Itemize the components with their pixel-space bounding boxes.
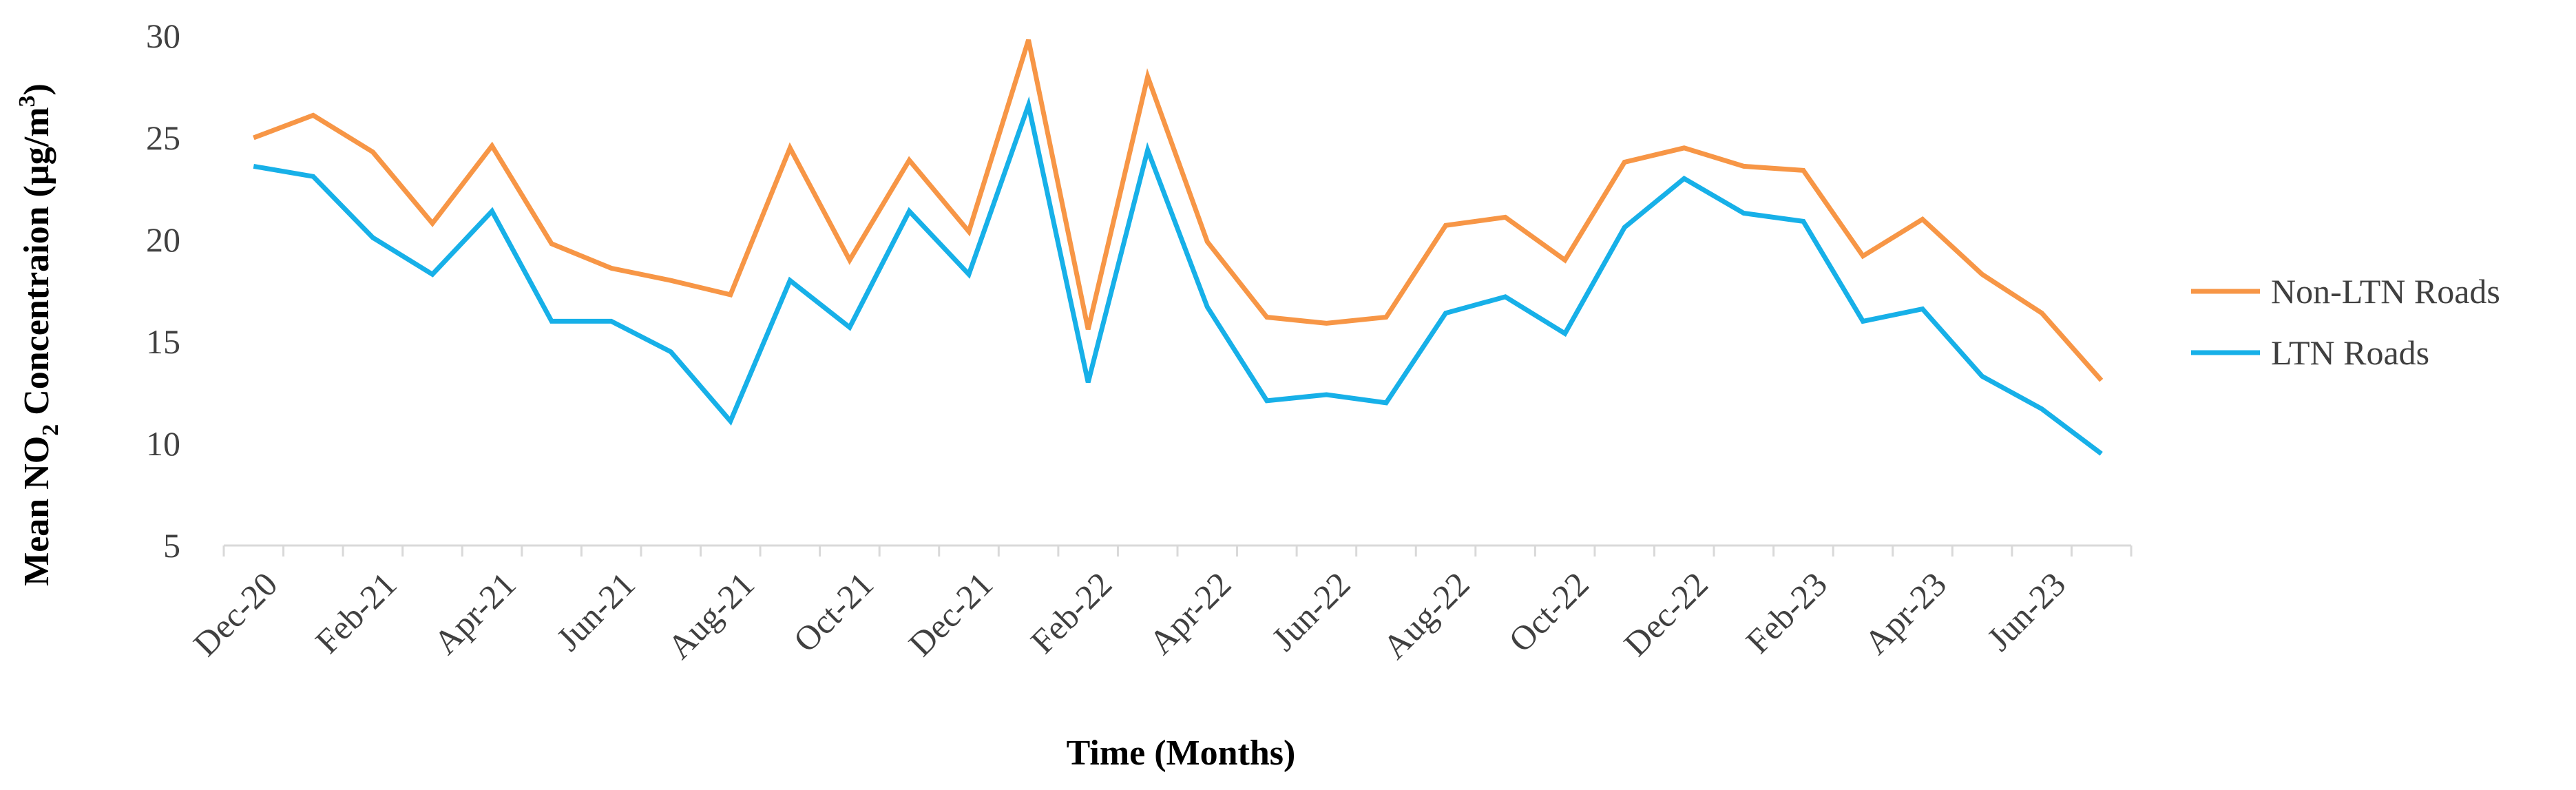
- x-tick-label: Jun-23: [1980, 565, 2073, 658]
- axes: [222, 544, 2133, 557]
- x-tick-label: Jun-22: [1264, 565, 1358, 658]
- y-axis-title: Mean NO2 Concentraion (µg/m3): [14, 83, 63, 586]
- y-tick-label: 15: [146, 322, 180, 361]
- y-tick-label: 25: [146, 118, 180, 157]
- x-tick-label: Jun-21: [549, 565, 642, 658]
- x-tick-label: Oct-21: [786, 565, 881, 660]
- x-axis-title: Time (Months): [1067, 734, 1296, 773]
- x-tick-label: Dec-20: [186, 565, 285, 664]
- x-tick-label: Aug-21: [660, 565, 762, 667]
- x-tick-label: Oct-22: [1501, 565, 1596, 660]
- series-line-non-ltn-roads: [253, 39, 2104, 382]
- y-tick-label: 30: [146, 17, 180, 55]
- series-group: [253, 39, 2104, 456]
- x-tick-label: Feb-22: [1023, 565, 1120, 661]
- x-tick-label: Apr-21: [426, 565, 523, 662]
- legend-label: LTN Roads: [2271, 333, 2429, 372]
- y-tick-label: 10: [146, 424, 180, 463]
- x-tick-label: Aug-22: [1375, 565, 1477, 667]
- x-tick-label: Apr-23: [1856, 565, 1954, 662]
- legend-label: Non-LTN Roads: [2271, 272, 2500, 311]
- x-tick-marks: [222, 545, 2133, 557]
- y-tick-label: 20: [146, 220, 180, 259]
- x-tick-label: Feb-23: [1738, 565, 1834, 661]
- series-line-ltn-roads: [253, 96, 2103, 456]
- y-tick-label: 5: [163, 526, 180, 565]
- x-tick-labels: Dec-20 Feb-21 Apr-21 Jun-21 Aug-21 Oct-21 Dec-…: [186, 565, 2073, 667]
- x-tick-label: Dec-21: [901, 565, 1001, 664]
- y-tick-labels: 5 10 15 20 25 30: [146, 17, 180, 565]
- x-tick-label: Feb-21: [308, 565, 404, 661]
- x-tick-label: Dec-22: [1616, 565, 1715, 664]
- x-tick-label: Apr-22: [1142, 565, 1239, 662]
- legend: Non-LTN Roads LTN Roads: [2191, 272, 2500, 372]
